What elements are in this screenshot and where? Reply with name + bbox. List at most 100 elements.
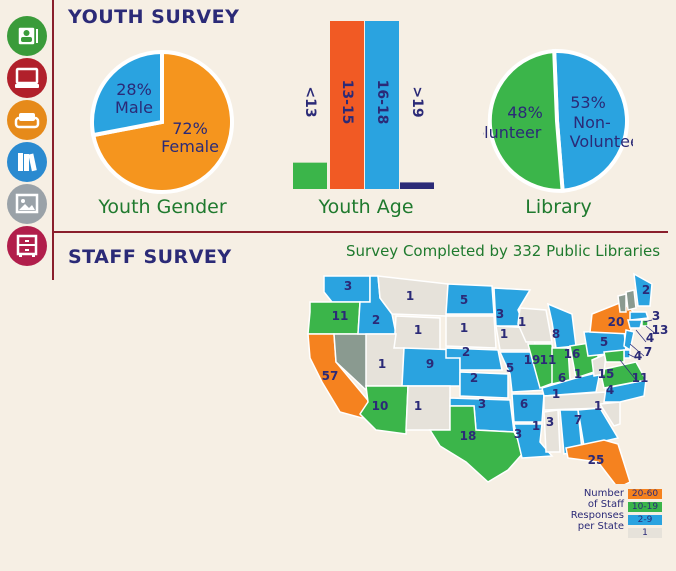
age-category-label-1: 13-15	[339, 80, 355, 125]
state-value-in: 11	[540, 353, 557, 367]
picture-icon[interactable]	[7, 184, 47, 224]
legend-title-line-3: Responses	[570, 510, 624, 521]
state-il	[527, 343, 557, 389]
state-value-sc: 1	[594, 399, 602, 413]
state-leader-line	[629, 343, 645, 357]
state-nd	[445, 283, 495, 315]
state-leader-line	[627, 353, 637, 359]
youth-gender-caption: Youth Gender	[98, 196, 227, 218]
state-value-tn: 1	[552, 387, 560, 401]
youth-age-caption: Youth Age	[318, 196, 414, 218]
state-value-mt: 1	[406, 289, 414, 303]
state-leader-line	[635, 329, 647, 343]
state-value-ct: 4	[646, 331, 654, 345]
volunteer-percent-label: 48%	[507, 103, 543, 122]
staff-survey-title: STAFF SURVEY	[68, 246, 232, 268]
pie-slice-male	[90, 50, 164, 138]
state-value-wi: 1	[518, 315, 526, 329]
state-leader-line	[645, 325, 657, 335]
youth-age-bar-chart: <13 13-15 16-18 >19	[293, 21, 434, 189]
state-ks	[459, 371, 509, 399]
state-value-tx: 18	[460, 429, 477, 443]
volunteer-label: Volunteer	[483, 123, 542, 142]
state-value-co: 9	[426, 357, 434, 371]
state-value-nm: 1	[414, 399, 422, 413]
age-bar-2	[365, 21, 399, 189]
state-ma	[629, 311, 650, 321]
library-caption: Library	[525, 196, 592, 218]
state-value-mi: 8	[552, 327, 560, 341]
non-volunteer-label-2: Volunteer	[570, 132, 633, 151]
state-nh	[625, 289, 637, 311]
youth-gender-pie: 28%Male 72%Female	[90, 50, 234, 194]
state-fl	[565, 439, 631, 484]
legend-bin-10-19: 10-19	[628, 502, 662, 512]
age-category-label-2: 16-18	[374, 80, 390, 125]
state-value-ok: 3	[478, 397, 486, 411]
state-value-mn: 3	[496, 307, 504, 321]
legend-bin-20-60: 20-60	[628, 489, 662, 499]
state-value-ms: 1	[532, 419, 540, 433]
state-nj	[623, 329, 635, 352]
state-value-ny: 20	[608, 315, 625, 329]
legend-title-line-1: Number	[583, 488, 624, 499]
age-bar-0	[293, 162, 327, 189]
state-wv	[591, 352, 607, 377]
state-value-oh: 16	[564, 347, 581, 361]
state-ms	[543, 409, 561, 453]
state-value-al: 3	[546, 415, 554, 429]
state-value-me: 2	[642, 283, 650, 297]
age-category-label-0: <13	[302, 86, 318, 117]
state-value-ne: 2	[462, 345, 470, 359]
state-value-id: 2	[372, 313, 380, 327]
age-bar-1	[330, 21, 364, 189]
state-vt	[617, 293, 627, 313]
age-bar-3	[400, 182, 434, 189]
legend-title-line-4: per State	[577, 521, 624, 532]
sofa-icon[interactable]	[7, 100, 47, 140]
state-ct	[627, 319, 643, 329]
contacts-icon[interactable]	[7, 16, 47, 56]
state-value-va: 15	[598, 367, 615, 381]
computer-icon[interactable]	[7, 58, 47, 98]
state-tx	[428, 405, 525, 483]
state-value-fl: 25	[588, 453, 605, 467]
state-value-wy: 1	[414, 323, 422, 337]
state-value-nc: 4	[606, 383, 614, 397]
library-pie: 48%Volunteer53%Non-Volunteer	[483, 48, 633, 193]
state-value-pa: 5	[600, 335, 608, 349]
female-label: Female	[161, 137, 219, 156]
male-label: Male	[115, 98, 153, 117]
cabinet-icon[interactable]	[7, 226, 47, 266]
state-value-la: 3	[514, 427, 522, 441]
sidebar	[0, 0, 54, 280]
state-value-ca: 57	[322, 369, 339, 383]
sidebar-divider	[52, 0, 54, 280]
state-ne	[445, 347, 503, 371]
state-value-ia: 1	[500, 327, 508, 341]
state-value-ri: 13	[652, 323, 669, 337]
section-divider	[54, 231, 668, 233]
state-value-ks: 2	[470, 371, 478, 385]
state-value-nd: 5	[460, 293, 468, 307]
pie-slice-volunteer	[487, 48, 565, 193]
state-mi	[546, 302, 577, 349]
state-ky	[541, 370, 601, 397]
state-wi	[517, 307, 553, 343]
state-leader-line	[643, 319, 653, 323]
state-value-ar: 6	[520, 397, 528, 411]
staff-survey-subtitle: Survey Completed by 332 Public Libraries	[346, 242, 661, 260]
state-value-sd: 1	[460, 321, 468, 335]
state-value-az: 10	[372, 399, 389, 413]
legend-bin-2-9: 2-9	[628, 515, 662, 525]
state-value-ga: 7	[574, 413, 582, 427]
state-value-or: 11	[332, 309, 349, 323]
state-value-mo: 5	[506, 361, 514, 375]
state-leader-line	[619, 359, 637, 381]
state-value-nj: 7	[644, 345, 652, 359]
non-volunteer-percent-label: 53%	[570, 93, 606, 112]
books-icon[interactable]	[7, 142, 47, 182]
state-sd	[445, 315, 497, 349]
non-volunteer-label-1: Non-	[573, 113, 611, 132]
